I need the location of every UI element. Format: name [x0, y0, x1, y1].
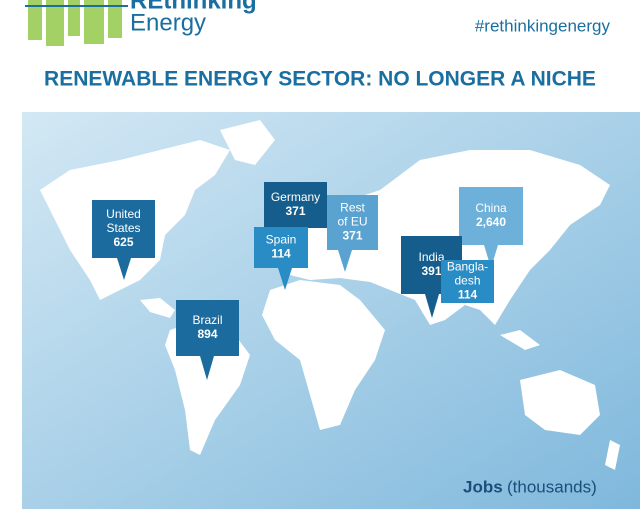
callout-label: Spain — [266, 233, 297, 247]
callout-label: States — [106, 221, 140, 235]
logo-icon — [28, 0, 122, 46]
title: RENEWABLE ENERGY SECTOR: NO LONGER A NIC… — [44, 68, 596, 91]
callout-label: Brazil — [192, 313, 222, 327]
callout-pointer — [338, 250, 352, 272]
logo-line1: REthinking — [130, 0, 257, 14]
callout-value: 371 — [342, 229, 362, 243]
callout-box — [327, 195, 378, 250]
callout-box — [92, 200, 155, 258]
callout-label: desh — [454, 274, 480, 288]
callout-label: of EU — [337, 215, 367, 229]
callout-box — [264, 182, 327, 228]
callout-box — [441, 260, 494, 303]
callout-pointer — [484, 245, 498, 268]
callout-label: Bangla- — [447, 260, 488, 274]
callout-pointer — [200, 356, 214, 380]
callout-label: China — [475, 201, 507, 215]
callout-pointer — [425, 294, 439, 318]
callout-box — [176, 300, 239, 356]
callout-value: 391 — [421, 264, 441, 278]
callout-label: United — [106, 207, 141, 221]
callout-value: 894 — [197, 327, 217, 341]
callout-box — [459, 187, 523, 245]
callout-label: Rest — [340, 201, 365, 215]
footer-bold: Jobs — [463, 477, 503, 496]
callout-value: 625 — [113, 235, 133, 249]
logo-line2: Energy — [130, 9, 206, 36]
callout-pointer — [117, 258, 131, 280]
callout-value: 114 — [271, 247, 291, 261]
callout-value: 114 — [458, 288, 478, 302]
callout-label: India — [418, 250, 444, 264]
hashtag: #rethinkingenergy — [475, 16, 611, 35]
callout-box — [254, 227, 308, 268]
callout-label: Germany — [271, 190, 320, 204]
footer-normal: (thousands) — [507, 477, 597, 496]
callout-value: 371 — [285, 204, 305, 218]
callout-value: 2,640 — [476, 215, 506, 229]
callout-pointer — [278, 268, 292, 290]
